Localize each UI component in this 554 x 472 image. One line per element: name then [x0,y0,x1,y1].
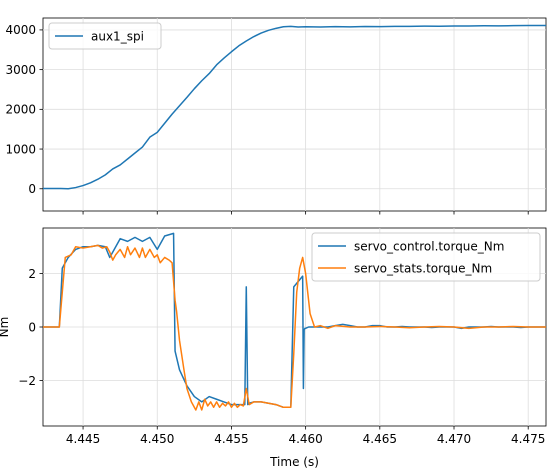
top-legend: aux1_spi [48,22,162,50]
x-tick-label: 4.445 [66,432,100,446]
legend-label: servo_control.torque_Nm [354,239,504,253]
top-axes-frame [42,17,547,212]
y-tick-label: 0 [28,182,36,196]
y-tick-label: 2000 [5,103,36,117]
x-tick-label: 4.465 [363,432,397,446]
bottom-panel: 4.445 4.450 4.455 4.460 4.465 4.470 4.475−202 … [0,227,547,469]
bottom-ticks: 4.445 4.450 4.455 4.460 4.465 4.470 4.475 −2 0 2 [18,267,545,446]
x-tick-label: 4.455 [214,432,248,446]
y-tick-label: 1000 [5,142,36,156]
legend-label: aux1_spi [91,29,144,43]
x-tick-label: 4.475 [511,432,545,446]
y-tick-label: 3000 [5,63,36,77]
top-ticks: 0 1000 2000 3000 4000 [5,23,529,215]
y-tick-label: −2 [18,374,36,388]
top-lines [43,24,546,190]
top-panel: 0 1000 2000 3000 4000 aux1_spi [5,17,547,215]
bottom-legend: servo_control.torque_Nm servo_stats.torqu… [311,232,541,282]
y-tick-label: 4000 [5,23,36,37]
y-tick-label: 0 [28,320,36,334]
legend-box [48,22,162,50]
x-tick-label: 4.460 [288,432,322,446]
series-line-2 [43,244,546,411]
y-tick-label: 2 [28,267,36,281]
bottom-lines [43,232,546,411]
x-tick-label: 4.450 [140,432,174,446]
x-tick-label: 4.470 [437,432,471,446]
legend-label: servo_stats.torque_Nm [354,261,492,275]
series-line-1 [43,24,546,190]
x-axis-label: Time (s) [269,455,319,469]
y-axis-label: Nm [0,317,11,338]
legend-box [311,232,541,282]
